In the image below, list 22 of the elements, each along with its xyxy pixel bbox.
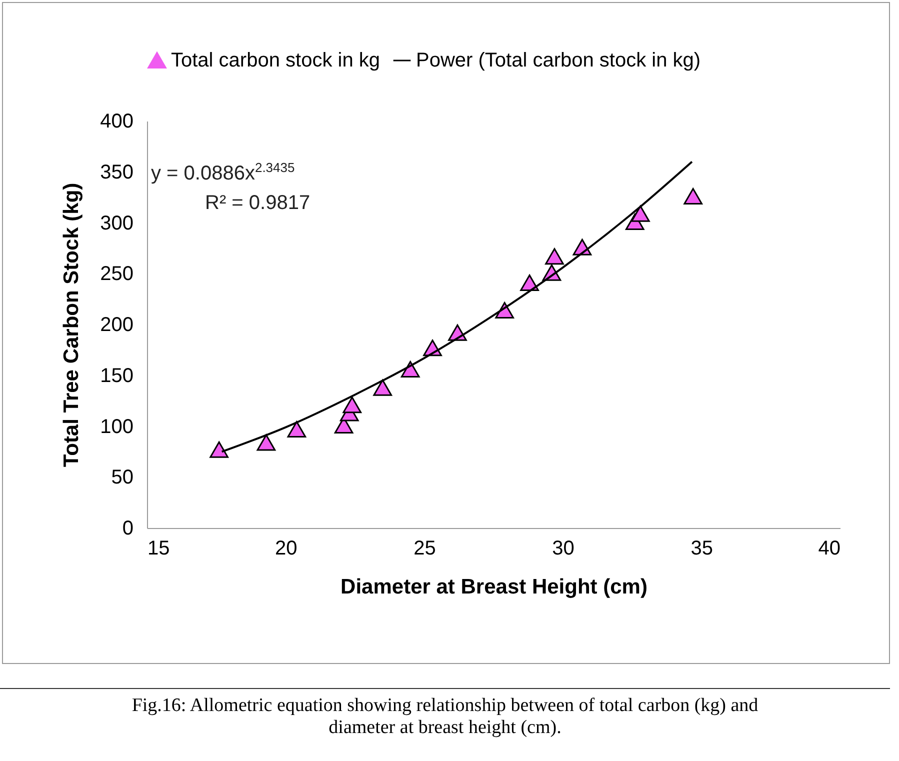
x-tick-label: 20	[274, 538, 298, 560]
annotation: y = 0.0886x$^{2.3435}$	[151, 160, 295, 186]
y-tick-label: 200	[100, 314, 134, 336]
x-tick-label: 15	[148, 538, 170, 560]
y-tick-label: 100	[100, 416, 134, 438]
y-tick-label: 150	[100, 364, 134, 387]
x-tick-label: 25	[414, 538, 436, 560]
x-tick-label: 40	[818, 538, 840, 560]
legend-label: Power (Total carbon stock in kg)	[416, 50, 701, 72]
y-axis-title: Total Tree Carbon Stock (kg)	[60, 182, 84, 468]
y-tick-label: 50	[111, 466, 134, 489]
x-tick-label: 30	[552, 538, 574, 560]
y-tick-label: 300	[100, 212, 134, 234]
x-tick-label: 35	[690, 538, 714, 560]
annotation: R² = 0.9817	[205, 192, 310, 215]
y-tick-label: 250	[100, 263, 134, 286]
y-tick-label: 400	[100, 110, 134, 132]
y-tick-label: 0	[122, 518, 134, 540]
caption: Fig.16: Allometric equation showing relationship between of total carbon (kg) and diameter at breast height (cm).	[0, 688, 890, 739]
x-axis-title: Diameter at Breast Height (cm)	[340, 576, 648, 598]
y-tick-label: 350	[100, 161, 134, 184]
legend-label: Total carbon stock in kg	[171, 49, 380, 72]
